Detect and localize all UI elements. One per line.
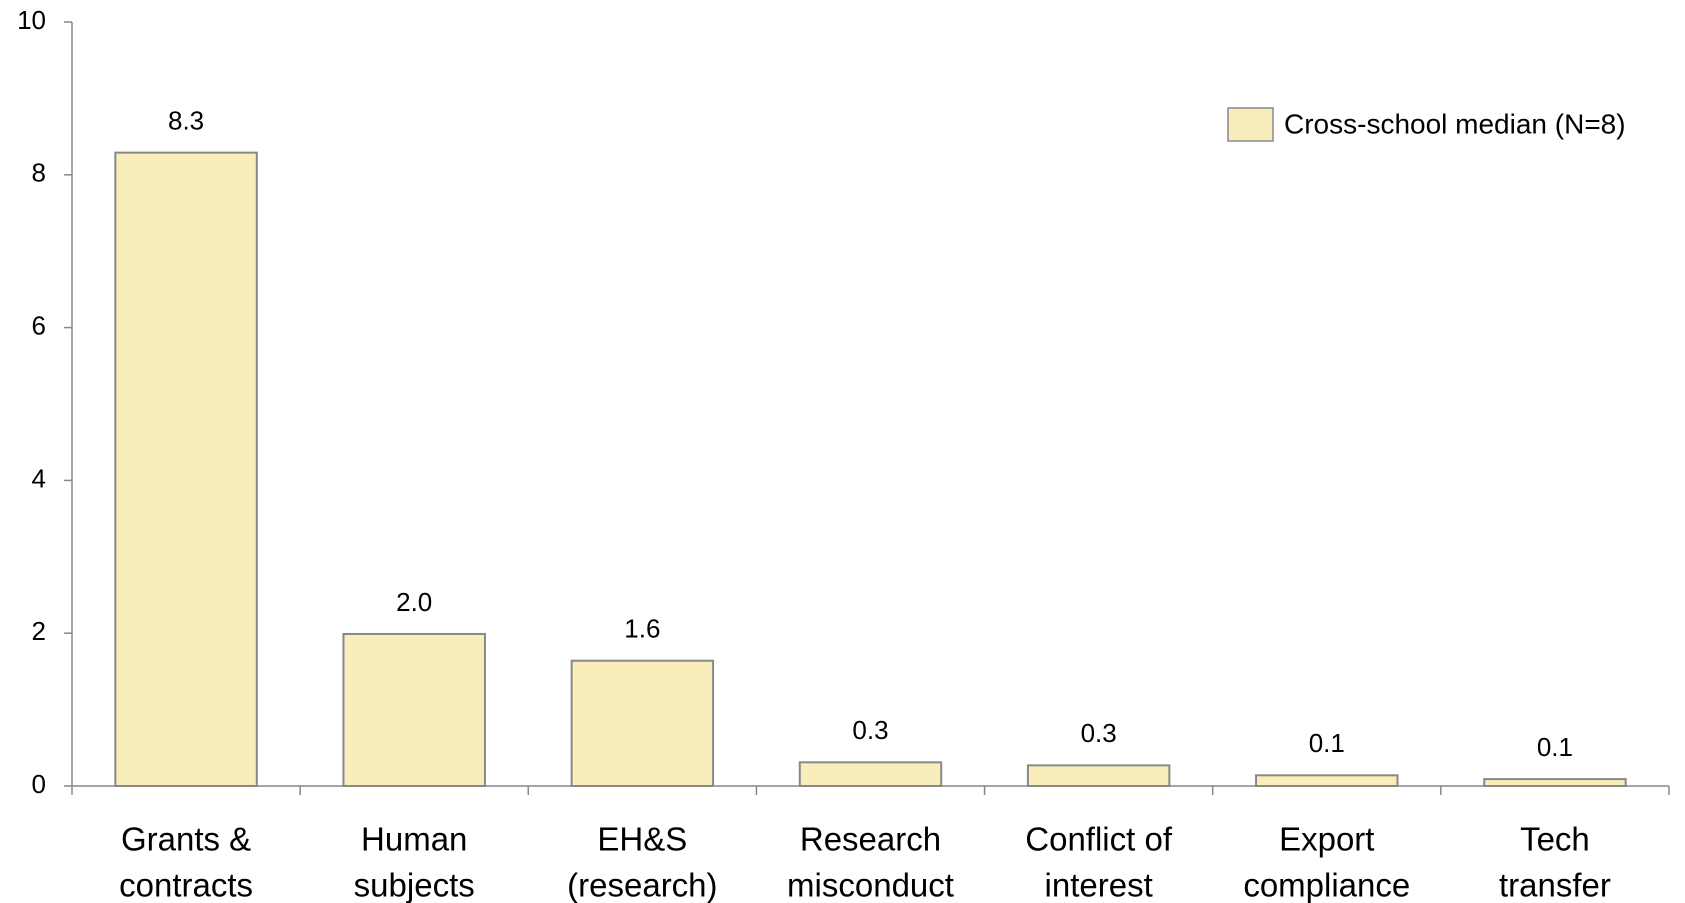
data-label: 0.3 [1081, 718, 1117, 748]
data-label: 8.3 [168, 106, 204, 136]
x-tick-label: misconduct [787, 867, 954, 903]
y-tick-label: 10 [17, 5, 46, 35]
bar [1026, 764, 1171, 788]
bar [342, 632, 486, 787]
data-label: 0.1 [1537, 732, 1573, 762]
y-tick-label: 8 [32, 158, 46, 188]
x-tick-label: Human [361, 821, 467, 858]
x-tick-label: transfer [1499, 867, 1611, 903]
data-label: 2.0 [396, 587, 432, 617]
y-tick-label: 6 [32, 310, 46, 340]
data-label: 1.6 [624, 614, 660, 644]
x-tick-label: EH&S [597, 821, 687, 858]
x-tick-label: subjects [354, 867, 475, 903]
data-label: 0.3 [852, 715, 888, 745]
bar [1483, 778, 1627, 788]
x-tick-label: contracts [119, 867, 253, 903]
data-label: 0.1 [1309, 728, 1345, 758]
y-tick-label: 0 [32, 769, 46, 799]
bar [114, 151, 258, 788]
bar [570, 659, 715, 787]
bar [1255, 774, 1399, 788]
x-tick-label: compliance [1243, 867, 1410, 903]
x-tick-label: Export [1279, 821, 1374, 858]
y-tick-label: 2 [32, 616, 46, 646]
legend-swatch [1227, 107, 1274, 142]
y-tick-label: 4 [32, 463, 46, 493]
legend-label: Cross-school median (N=8) [1284, 108, 1626, 139]
x-tick-label: (research) [567, 867, 717, 903]
bar [798, 761, 943, 787]
x-tick-label: Conflict of [1025, 821, 1173, 858]
x-tick-label: Grants & [121, 821, 251, 858]
x-tick-label: Tech [1520, 821, 1590, 858]
x-tick-label: Research [800, 821, 941, 858]
x-tick-label: interest [1045, 867, 1153, 903]
